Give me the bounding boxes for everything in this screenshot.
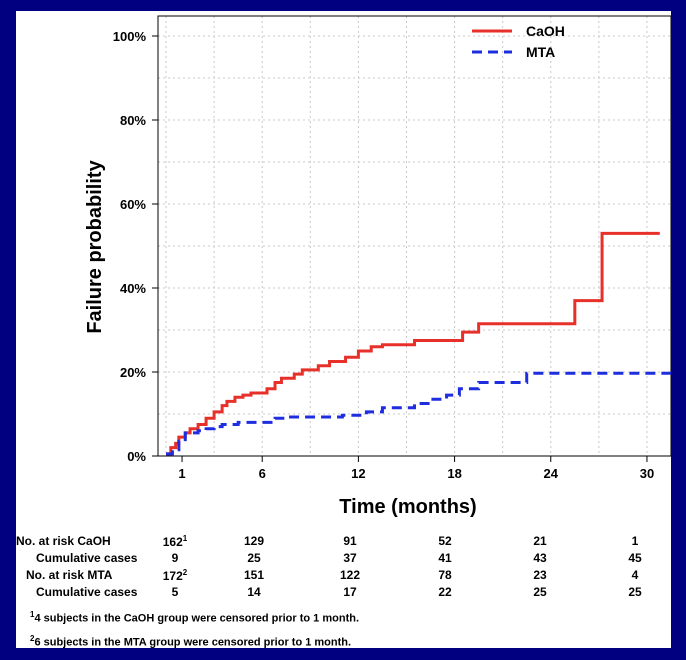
risk-value: 25 [247,551,261,565]
y-axis-label: Failure probability [84,159,106,333]
risk-value: 41 [438,551,452,565]
x-tick-label: 12 [351,466,365,481]
legend: CaOH MTA [472,23,565,60]
risk-value: 9 [171,551,179,565]
risk-value: 45 [628,551,642,565]
y-tick-label: 100% [113,29,147,44]
risk-row: No. at risk CaOH 1621 129 91 52 21 1 [16,534,671,550]
risk-table: No. at risk CaOH 1621 129 91 52 21 1 Cum… [16,534,671,604]
risk-row-label: No. at risk CaOH [16,534,111,548]
risk-value: 151 [243,568,265,582]
risk-value: 25 [628,585,642,599]
y-tick-label: 80% [120,113,146,128]
risk-value: 23 [533,568,547,582]
y-tick-label: 60% [120,197,146,212]
risk-value: 1722 [162,568,188,583]
risk-value: 43 [533,551,547,565]
risk-value: 129 [243,534,265,548]
x-tick-label: 30 [640,466,654,481]
risk-row-label: No. at risk MTA [26,568,113,582]
risk-row-label: Cumulative cases [36,551,138,565]
x-axis-label: Time (months) [339,496,476,518]
footnote: 26 subjects in the MTA group were censor… [30,633,352,649]
legend-label: CaOH [526,23,565,39]
risk-value: 1 [631,534,639,548]
series-line-caoh [166,231,660,456]
y-tick-label: 20% [120,365,146,380]
risk-value: 37 [343,551,357,565]
series-lines [166,231,671,456]
risk-value: 21 [533,534,547,548]
plot-frame [157,15,671,457]
x-tick-label: 24 [544,466,559,481]
risk-row: Cumulative cases 5 14 17 22 25 25 [16,585,671,601]
x-tick-label: 1 [178,466,185,481]
risk-value: 25 [533,585,547,599]
risk-row-label: Cumulative cases [36,585,138,599]
risk-value: 78 [438,568,452,582]
footnote: 14 subjects in the CaOH group were censo… [30,610,360,625]
risk-value: 122 [339,568,361,582]
y-tick-label: 0% [127,449,146,464]
risk-value: 1621 [162,534,188,549]
risk-value: 52 [438,534,452,548]
x-tick-label: 18 [447,466,461,481]
risk-value: 91 [343,534,357,548]
series-line-mta [166,371,671,456]
y-tick-label: 40% [120,281,146,296]
x-axis: 1 6 12 18 24 30 [178,456,654,481]
risk-value: 4 [631,568,639,582]
risk-row: No. at risk MTA 1722 151 122 78 23 4 [16,568,671,584]
risk-value: 14 [247,585,261,599]
risk-value: 17 [343,585,357,599]
footnotes: 14 subjects in the CaOH group were censo… [30,605,359,652]
legend-label: MTA [526,44,555,60]
km-chart: 0% 20% 40% 60% 80% 100% 1 6 12 18 24 30 CaOH MTA Fa… [84,15,671,518]
grid [158,16,671,457]
risk-row: Cumulative cases 9 25 37 41 43 45 [16,551,671,567]
risk-value: 5 [171,585,179,599]
risk-value: 22 [438,585,452,599]
y-axis: 0% 20% 40% 60% 80% 100% [113,29,158,464]
chart-panel: 0% 20% 40% 60% 80% 100% 1 6 12 18 24 30 CaOH MTA Fa… [16,11,671,648]
x-tick-label: 6 [259,466,266,481]
